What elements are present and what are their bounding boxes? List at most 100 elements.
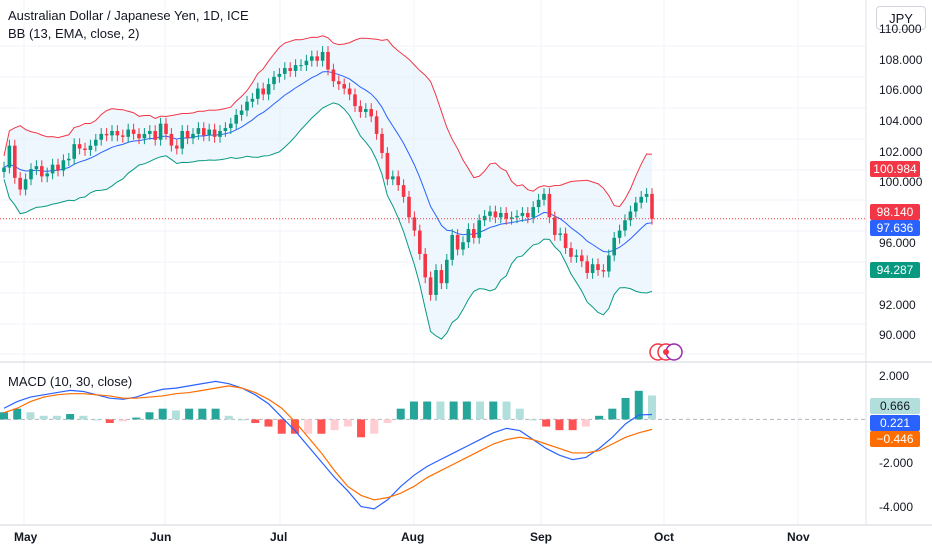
candle-body [77,144,82,149]
candle-body [137,133,141,139]
macd-value-tag: 0.666 [870,398,920,414]
candle-body [466,229,471,243]
macd-histogram-bar [185,408,194,420]
macd-histogram-bar [449,401,458,420]
bb-indicator-label[interactable]: BB (13, EMA, close, 2) [8,26,140,41]
candle-body [50,164,55,174]
chart-title: Australian Dollar / Japanese Yen, 1D, IC… [8,8,249,23]
candle-body [7,145,12,168]
price-value-tag: 94.287 [870,262,920,278]
price-tick-label: 110.000 [879,22,922,36]
macd-line [3,380,653,510]
candle-body [650,193,654,219]
macd-tick-label: -4.000 [879,500,914,514]
candle-body [277,73,282,77]
macd-histogram-bar [13,408,22,420]
candle-body [207,129,211,136]
candle-body [223,128,228,131]
bb-band-fill [4,35,652,340]
tradingview-events-icon[interactable] [646,342,690,367]
candle-body [455,234,460,250]
macd-histogram-bar [224,415,233,420]
macd-histogram-bar [423,401,432,420]
signal-line [3,385,653,501]
candle-body [482,215,487,221]
macd-histogram-bar [251,419,260,423]
candle-body [45,173,49,177]
macd-histogram-bar [608,408,617,420]
candle-body [569,248,573,257]
candle-body [131,129,136,134]
candle-body [450,234,454,260]
macd-histogram-bar [502,401,511,420]
macd-histogram-bar [79,415,88,420]
macd-histogram-bar [330,419,339,431]
candle-body [385,152,390,180]
candle-body [380,133,384,153]
price-value-tag: 97.636 [870,220,920,236]
price-tick-label: 92.000 [879,298,916,312]
candle-body [547,193,552,218]
candle-body [607,255,611,272]
candle-body [418,230,422,254]
candle-body [499,212,503,218]
candle-body [18,177,22,190]
macd-indicator-label[interactable]: MACD (10, 30, close) [8,374,133,389]
candle-body [23,179,28,190]
candle-body [461,242,465,250]
candle-body [164,123,168,134]
candle-body [644,193,649,197]
candle-body [326,51,330,70]
macd-histogram-bar [383,419,392,423]
candle-body [520,212,525,216]
candle-body [299,65,303,67]
macd-histogram-bar [105,419,114,423]
candle-body [29,169,33,180]
macd-histogram-bar [357,419,366,438]
bb-upper-line [3,35,653,208]
candle-body [331,69,336,82]
candle-body [396,176,400,186]
candle-body [2,167,6,172]
macd-histogram-bar [648,395,656,420]
candle-body [180,130,184,149]
macd-histogram-bar [119,419,128,422]
candle-body [617,230,622,238]
currency-button[interactable]: JPY [876,6,926,30]
candle-body [293,65,298,71]
time-tick-label: Aug [401,530,425,544]
candle-body [304,60,309,66]
candle-body [580,255,584,262]
macd-histogram-bar [396,408,405,420]
candle-body [472,229,476,238]
candle-body [488,211,492,216]
macd-histogram-bar [277,419,286,434]
macd-histogram-bar [145,412,154,420]
candle-body [283,68,287,74]
macd-tick-label: 2.000 [879,369,910,383]
macd-histogram-bar [343,419,352,427]
macd-histogram-bar [370,419,379,434]
candle-body [56,164,60,171]
candle-body [202,128,206,136]
macd-histogram-bar [317,419,326,434]
candle-body [121,135,125,137]
macd-histogram-bar [462,401,471,420]
time-tick-label: May [14,530,38,544]
macd-histogram-bar [515,408,524,420]
candle-body [245,101,249,111]
candle-body [612,237,616,256]
macd-histogram-bar [158,408,167,420]
candle-body [104,133,109,136]
macd-histogram-bar [66,414,75,420]
candle-body [342,84,346,89]
candle-body [407,196,411,218]
macd-histogram-bar [595,415,604,420]
candle-body [250,98,255,102]
candle-body [261,88,265,95]
candle-body [526,212,530,218]
candle-body [272,76,276,85]
candle-body [13,145,17,178]
macd-histogram-bar [26,412,35,420]
